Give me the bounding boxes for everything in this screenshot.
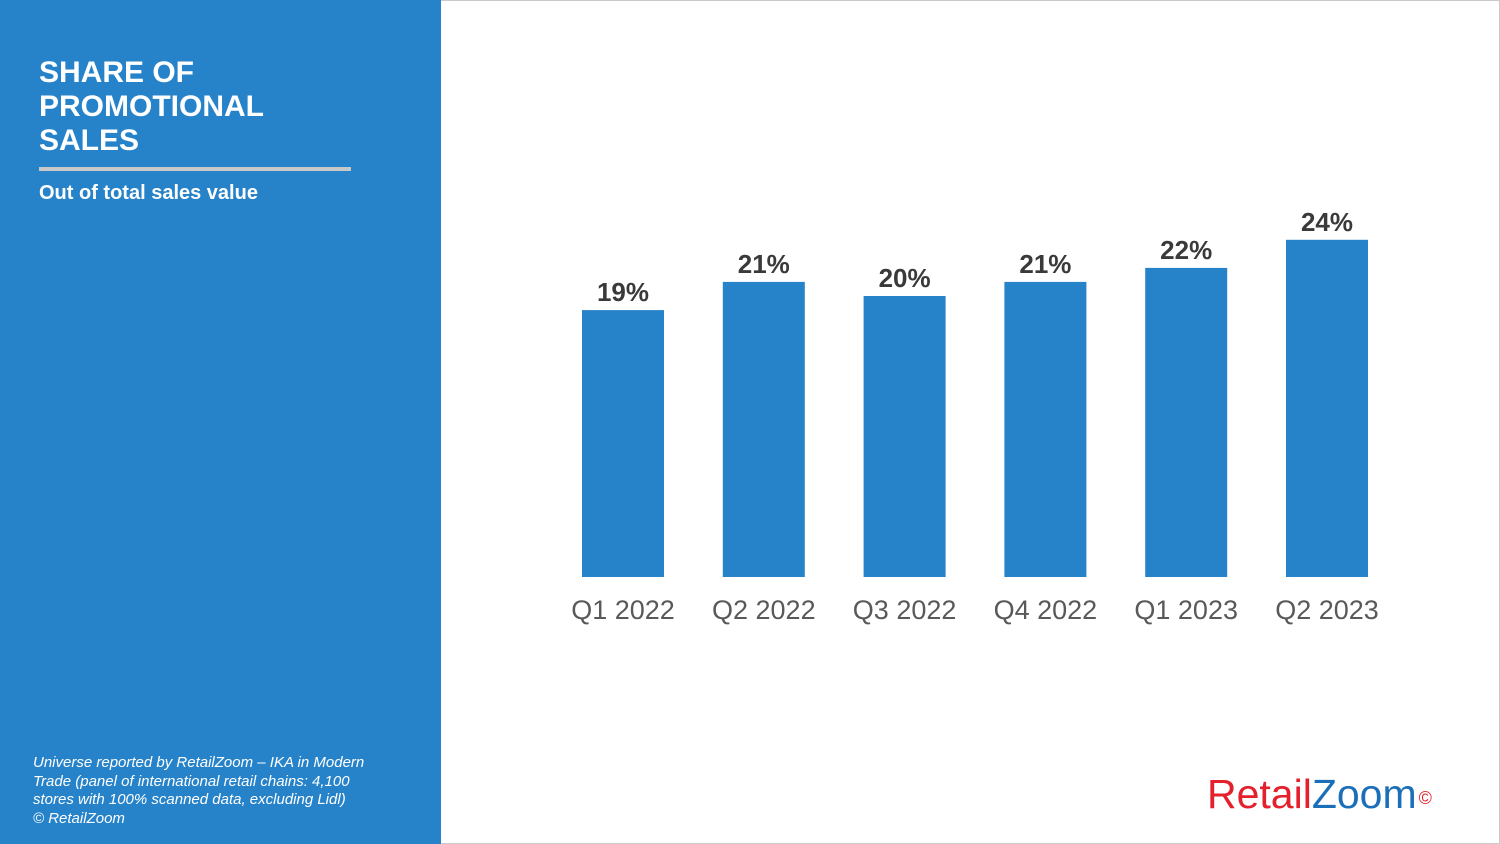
footnote-line: stores with 100% scanned data, excluding…: [33, 791, 346, 808]
retailzoom-logo: RetailZoom ©: [1207, 770, 1432, 818]
x-tick-label: Q1 2022: [571, 595, 675, 625]
sidebar-panel: SHARE OF PROMOTIONAL SALES Out of total …: [0, 0, 441, 844]
footnote-line: Trade (panel of international retail cha…: [33, 772, 350, 790]
source-footnote: Universe reported by RetailZoom – IKA in…: [33, 754, 393, 828]
bar-q1-2023: [1145, 267, 1228, 577]
logo-copyright-mark: ©: [1418, 788, 1432, 808]
bar-q1-2022: [582, 310, 664, 577]
bar-q2-2022: [722, 281, 805, 577]
data-label: 21%: [1019, 249, 1071, 279]
x-tick-label: Q4 2022: [994, 595, 1098, 625]
bar-q2-2023: [1286, 239, 1368, 578]
bar-q3-2022: [863, 296, 946, 577]
footnote-line: © RetailZoom: [33, 809, 125, 827]
logo-retail-text: Retail: [1207, 771, 1312, 817]
data-label: 22%: [1160, 235, 1212, 265]
footnote-line: Universe reported by RetailZoom – IKA in…: [33, 754, 365, 771]
x-tick-label: Q2 2023: [1275, 595, 1379, 625]
data-label: 19%: [597, 277, 649, 307]
x-tick-label: Q3 2022: [853, 595, 957, 625]
title-divider: [39, 167, 351, 171]
page-title: SHARE OF PROMOTIONAL SALES: [39, 56, 264, 157]
logo-zoom-text: Zoom: [1311, 771, 1417, 817]
data-label: 24%: [1301, 207, 1353, 237]
x-tick-label: Q1 2023: [1134, 595, 1238, 625]
x-tick-label: Q2 2022: [712, 595, 816, 625]
page-subtitle: Out of total sales value: [39, 182, 258, 204]
data-label: 20%: [879, 263, 931, 293]
bar-q4-2022: [1004, 281, 1087, 577]
data-label: 21%: [738, 249, 790, 279]
